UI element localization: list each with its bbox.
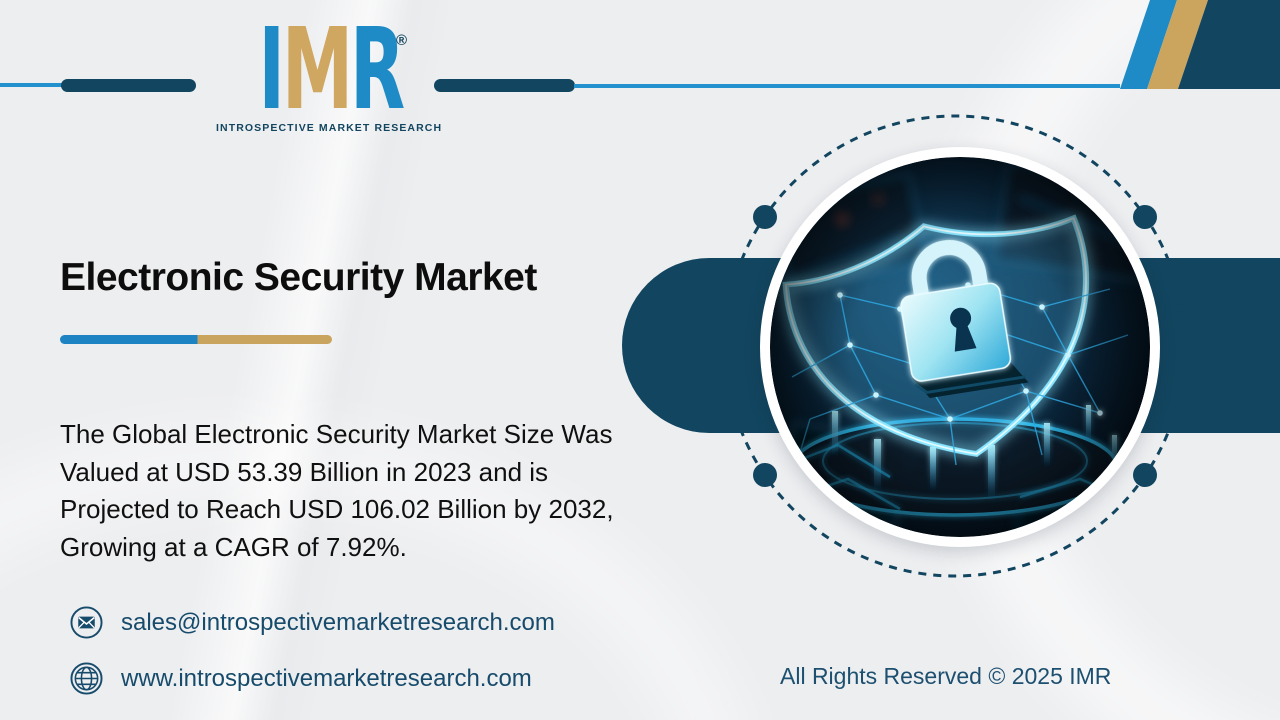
top-line-bar-right <box>434 79 575 92</box>
logo-letter-r: R <box>349 5 405 135</box>
title-divider <box>60 335 332 344</box>
orbit-dot-top-left <box>753 205 777 229</box>
orbit-dot-top-right <box>1133 205 1157 229</box>
logo-tagline: INTROSPECTIVE MARKET RESEARCH <box>216 122 443 134</box>
email-link[interactable]: sales@introspectivemarketresearch.com <box>121 608 555 636</box>
registered-trademark-icon: ® <box>396 32 408 49</box>
top-line-thin-left <box>0 83 63 87</box>
corner-stripes <box>1120 0 1280 89</box>
globe-icon <box>70 662 103 695</box>
logo-letter-i: I <box>258 5 285 135</box>
orbit-dot-bottom-right <box>1133 463 1157 487</box>
rights-reserved-text: All Rights Reserved © 2025 IMR <box>780 663 1112 689</box>
email-row: sales@introspectivemarketresearch.com <box>70 606 555 639</box>
website-link[interactable]: www.introspectivemarketresearch.com <box>121 664 532 692</box>
market-description: The Global Electronic Security Market Si… <box>60 419 614 562</box>
imr-logo: IMR ® INTROSPECTIVE MARKET RESEARCH <box>216 14 441 134</box>
page-title: Electronic Security Market <box>60 256 537 300</box>
dashed-orbit-circle <box>723 114 1187 578</box>
top-line-bar-left <box>61 79 196 92</box>
cybersecurity-shield-image <box>770 157 1150 537</box>
top-line-thin-right <box>574 84 1120 88</box>
hero-orbit <box>723 114 1187 578</box>
hero-image-frame <box>760 147 1160 547</box>
orbit-dot-bottom-left <box>753 463 777 487</box>
email-icon <box>70 606 103 639</box>
logo-letter-m: M <box>281 5 353 135</box>
website-row: www.introspectivemarketresearch.com <box>70 662 532 695</box>
imr-logo-letters: IMR <box>258 14 405 126</box>
